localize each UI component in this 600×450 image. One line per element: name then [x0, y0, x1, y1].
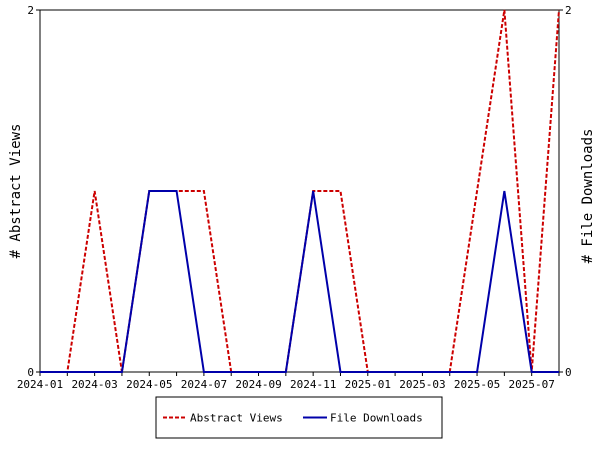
y2-tick-label: 2 — [565, 4, 572, 17]
series-line-file-downloads — [40, 190, 559, 373]
x-tick-label: 2024-11 — [290, 378, 336, 391]
x-tick-label: 2025-07 — [509, 378, 555, 391]
series-line-abstract-views — [40, 9, 560, 373]
y-tick-label: 2 — [27, 4, 34, 17]
legend-box — [155, 396, 443, 439]
legend-label: File Downloads — [330, 412, 423, 425]
x-tick-label: 2025-01 — [345, 378, 391, 391]
plot-frame — [39, 9, 560, 373]
y-axis-title: # Abstract Views — [8, 124, 24, 259]
x-tick-label: 2024-01 — [17, 378, 63, 391]
x-tick-label: 2024-09 — [235, 378, 281, 391]
legend-label: Abstract Views — [190, 412, 283, 425]
legend: Abstract Views File Downloads — [155, 396, 443, 439]
y2-tick-label: 0 — [565, 366, 572, 379]
x-axis-ticks: 2024-01 2024-03 2024-05 2024-07 2024-09 2024-… — [17, 372, 560, 391]
x-tick-label: 2024-03 — [71, 378, 117, 391]
x-tick-label: 2025-05 — [454, 378, 500, 391]
plot-border — [39, 9, 560, 373]
x-tick-label: 2024-07 — [181, 378, 227, 391]
x-tick-label: 2024-05 — [126, 378, 172, 391]
x-tick-label: 2025-03 — [399, 378, 445, 391]
y-axis-ticks: 0 2 0 2 — [27, 4, 571, 379]
y-tick-label: 0 — [27, 366, 34, 379]
series-layer — [39, 9, 560, 373]
y2-axis-title: # File Downloads — [580, 129, 596, 264]
